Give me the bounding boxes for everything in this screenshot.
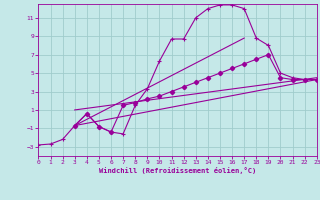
- X-axis label: Windchill (Refroidissement éolien,°C): Windchill (Refroidissement éolien,°C): [99, 167, 256, 174]
